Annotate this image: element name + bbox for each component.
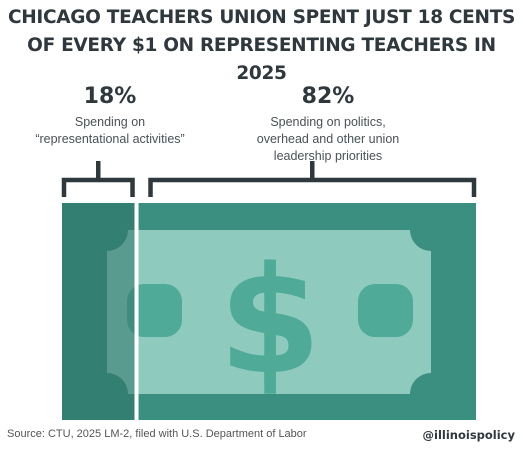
chart-title: CHICAGO TEACHERS UNION SPENT JUST 18 CEN… — [0, 4, 523, 88]
desc-line: Spending on politics, — [270, 115, 386, 129]
dollar-sign-icon: $ — [219, 235, 322, 407]
desc-line: leadership priorities — [273, 149, 383, 163]
desc-other: Spending on politics, overhead and other… — [228, 114, 428, 165]
title-line-1: CHICAGO TEACHERS UNION SPENT JUST 18 CEN… — [7, 7, 516, 28]
bracket-representational — [61, 161, 135, 197]
bill-inner-panel — [107, 230, 431, 394]
bar-representational-share — [62, 203, 137, 420]
desc-line: overhead and other union — [256, 132, 400, 146]
brackets — [61, 161, 477, 197]
desc-line: Spending on — [74, 115, 146, 129]
bill-right-oval — [358, 284, 413, 337]
percent-label-representational: 18% — [83, 84, 137, 109]
bracket-other — [148, 161, 477, 197]
title-line-2: OF EVERY $1 ON REPRESENTING TEACHERS IN … — [27, 35, 496, 84]
share-divider — [134, 203, 139, 420]
source-note: Source: CTU, 2025 LM-2, filed with U.S. … — [7, 428, 307, 440]
brand-handle[interactable]: @illinoispolicy — [422, 428, 515, 442]
percent-label-other: 82% — [301, 84, 355, 109]
desc-representational: Spending on “representational activities… — [10, 114, 210, 148]
bill-left-oval — [127, 284, 182, 337]
desc-line: “representational activities” — [35, 132, 185, 146]
